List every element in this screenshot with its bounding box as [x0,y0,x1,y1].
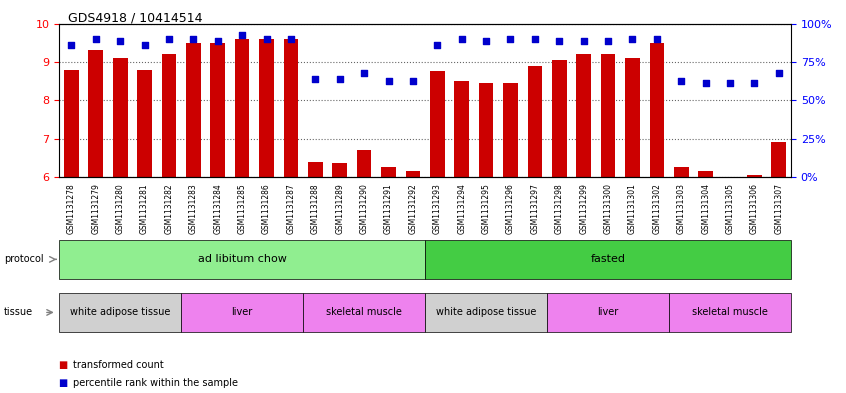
Bar [162,54,176,177]
Bar [64,70,79,177]
Text: white adipose tissue: white adipose tissue [70,307,170,318]
Text: ■: ■ [59,360,72,371]
Bar [601,54,615,177]
Bar [747,175,761,177]
Point [503,36,517,42]
Point [528,36,541,42]
Bar [308,162,322,177]
Point [602,38,615,44]
Point [211,38,224,44]
Bar [211,43,225,177]
Point [89,36,102,42]
Text: percentile rank within the sample: percentile rank within the sample [73,378,238,388]
Point [138,42,151,48]
Point [577,38,591,44]
Point [64,42,78,48]
Text: liver: liver [597,307,618,318]
Point [260,36,273,42]
Bar [186,43,201,177]
Bar [503,83,518,177]
Point [235,32,249,38]
Bar [772,142,786,177]
Point [674,78,688,84]
Point [187,36,201,42]
Bar [235,39,250,177]
Point [431,42,444,48]
Point [723,80,737,86]
Point [357,70,371,77]
Point [309,76,322,82]
Text: liver: liver [232,307,253,318]
Point [480,38,493,44]
Point [552,38,566,44]
Bar [576,54,591,177]
Bar [552,60,567,177]
Text: white adipose tissue: white adipose tissue [436,307,536,318]
Text: tissue: tissue [4,307,33,318]
Bar [405,171,420,177]
Bar [528,66,542,177]
Text: GDS4918 / 10414514: GDS4918 / 10414514 [68,12,202,25]
Point [284,36,298,42]
Text: fasted: fasted [591,254,625,264]
Point [333,76,347,82]
Bar [674,167,689,177]
Point [455,36,469,42]
Point [382,78,395,84]
Bar [454,81,469,177]
Point [748,80,761,86]
Text: ■: ■ [59,378,72,388]
Point [772,70,786,77]
Point [650,36,663,42]
Bar [137,70,152,177]
Bar [259,39,274,177]
Point [699,80,712,86]
Text: ad libitum chow: ad libitum chow [198,254,287,264]
Text: skeletal muscle: skeletal muscle [327,307,402,318]
Bar [89,50,103,177]
Point [626,36,640,42]
Bar [625,58,640,177]
Bar [283,39,299,177]
Bar [479,83,493,177]
Bar [113,58,128,177]
Bar [650,43,664,177]
Bar [332,163,347,177]
Bar [430,72,445,177]
Bar [357,150,371,177]
Point [406,78,420,84]
Bar [382,167,396,177]
Bar [698,171,713,177]
Text: protocol: protocol [4,254,44,264]
Text: skeletal muscle: skeletal muscle [692,307,768,318]
Text: transformed count: transformed count [73,360,163,371]
Point [162,36,176,42]
Point [113,38,127,44]
